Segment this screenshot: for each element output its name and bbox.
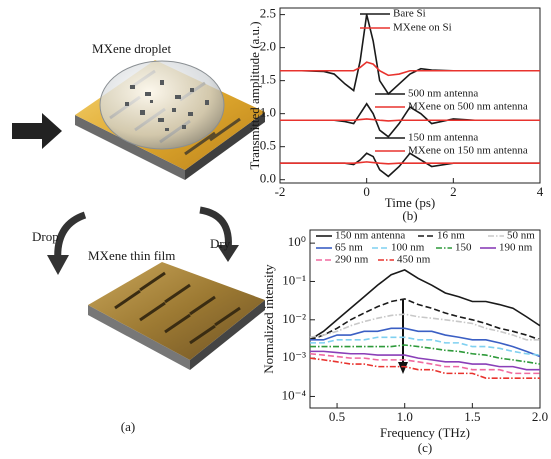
legend-label: MXene on 150 nm antenna <box>408 145 528 157</box>
label: Dry <box>210 236 231 251</box>
legend-label: 150 <box>455 242 472 254</box>
series-line <box>310 358 540 378</box>
legend-label: 190 nm <box>499 242 533 254</box>
y-tick-label: 2.0 <box>260 39 276 54</box>
legend-label: MXene on Si <box>393 22 452 34</box>
thin-film <box>88 262 265 360</box>
y-tick-label: 1.0 <box>260 105 276 120</box>
y-tick-label: 10⁰ <box>288 234 306 249</box>
y-tick-label: 10⁻¹ <box>282 272 306 287</box>
legend-label: 150 nm antenna <box>335 230 405 242</box>
legend-label: 100 nm <box>391 242 425 254</box>
arrow-head <box>47 255 69 275</box>
y-tick-label: 10⁻² <box>282 311 306 326</box>
legend-label: 290 nm <box>335 254 369 266</box>
x-axis-label: Frequency (THz) <box>380 425 470 440</box>
legend-label: 450 nm <box>397 254 431 266</box>
y-tick-label: 2.5 <box>260 6 276 21</box>
panel-label: (b) <box>402 208 417 223</box>
x-tick-label: 2 <box>450 184 457 199</box>
y-axis-label: Transmitted amplitude (a.u.) <box>247 21 262 169</box>
label: Drop <box>32 229 59 244</box>
series-line <box>280 162 540 164</box>
legend-label: MXene on 500 nm antenna <box>408 101 528 113</box>
y-tick-label: 1.5 <box>260 72 276 87</box>
series-line <box>310 314 540 340</box>
x-tick-label: 2.0 <box>532 409 548 424</box>
legend-label: 65 nm <box>335 242 363 254</box>
legend-label: 50 nm <box>507 230 535 242</box>
panel-label: (a) <box>121 419 135 434</box>
arrow <box>58 215 85 262</box>
x-tick-label: 1.5 <box>464 409 480 424</box>
x-tick-label: 0 <box>363 184 370 199</box>
y-tick-label: 0.0 <box>260 171 276 186</box>
x-tick-label: 1.0 <box>397 409 413 424</box>
legend-label: 150 nm antenna <box>408 132 478 144</box>
x-tick-label: 0.5 <box>329 409 345 424</box>
x-tick-label: -2 <box>275 184 286 199</box>
panel-label: (c) <box>418 440 432 455</box>
series-line <box>280 119 540 121</box>
arrow <box>12 113 62 149</box>
y-tick-label: 10⁻⁴ <box>282 387 307 402</box>
series-line <box>280 153 540 176</box>
series-line <box>310 351 540 369</box>
annotation-arrow-head <box>398 362 408 374</box>
y-tick-label: 0.5 <box>260 138 276 153</box>
series-line <box>310 345 540 364</box>
legend-label: 500 nm antenna <box>408 88 478 100</box>
x-tick-label: 4 <box>537 184 544 199</box>
legend-label: 16 nm <box>437 230 465 242</box>
label: MXene droplet <box>92 41 171 56</box>
illustration: MXene droplet Drop Dry MXene thin film (… <box>12 41 265 434</box>
legend-label: Bare Si <box>393 8 426 20</box>
figure: MXene droplet Drop Dry MXene thin film (… <box>0 0 551 459</box>
label: MXene thin film <box>88 248 175 263</box>
y-tick-label: 10⁻³ <box>282 349 306 364</box>
y-axis-label: Normalized intensity <box>261 264 276 374</box>
